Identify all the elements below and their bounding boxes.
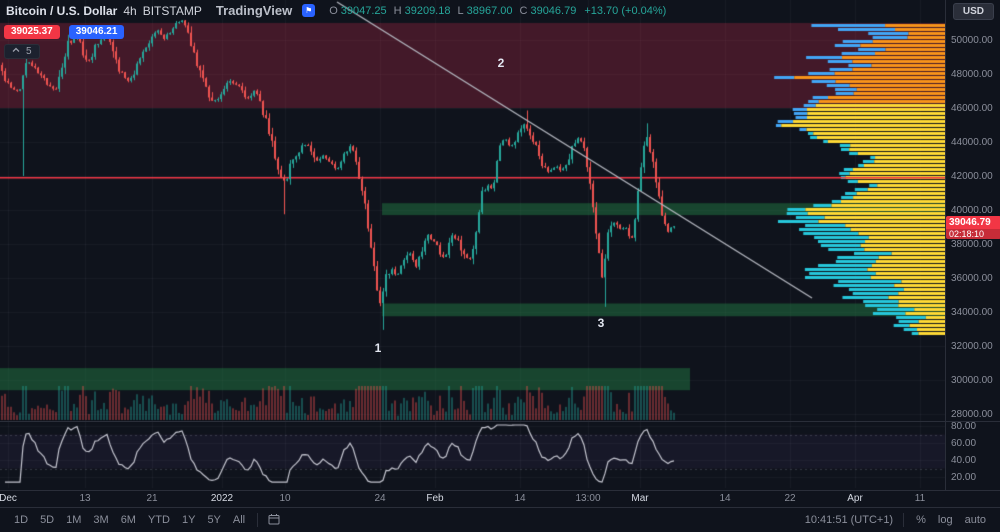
- time-axis-label-2022: 2022: [210, 493, 234, 504]
- symbol-name[interactable]: Bitcoin / U.S. Dollar: [6, 3, 118, 18]
- flag-icon[interactable]: ⚑: [302, 4, 316, 17]
- current-price-value: 39046.79: [949, 217, 991, 229]
- rsi-axis-label: 20.00: [951, 472, 977, 483]
- price-axis-label: 34000.00: [951, 307, 993, 318]
- legend-collapse-badge[interactable]: 5: [4, 44, 40, 59]
- current-price-tag: 39046.79 02:18:10: [946, 216, 1000, 240]
- price-axis-label: 40000.00: [951, 205, 993, 216]
- time-axis-label-10: 10: [279, 493, 291, 504]
- ohlc-field-label-C: C: [519, 4, 528, 17]
- time-axis-label-21: 21: [146, 493, 158, 504]
- range-button-5y[interactable]: 5Y: [201, 512, 226, 528]
- ohlc-field-label-O: O: [329, 4, 338, 17]
- bar-countdown: 02:18:10: [946, 229, 1000, 240]
- time-axis-label-13: 13: [79, 493, 91, 504]
- ohlc-field-value-O: 39047.25: [340, 4, 387, 17]
- chevron-up-icon: [12, 46, 20, 57]
- price-axis-label: 46000.00: [951, 103, 993, 114]
- wave-label-2[interactable]: 2: [497, 56, 505, 70]
- pane-separator[interactable]: [0, 421, 1000, 422]
- auto-scale-button[interactable]: auto: [959, 512, 992, 528]
- ohlc-change: +13.70 (+0.04%): [584, 4, 667, 17]
- range-button-all[interactable]: All: [227, 512, 251, 528]
- time-axis-label-13:00: 13:00: [575, 493, 601, 504]
- price-axis-label: 38000.00: [951, 239, 993, 250]
- tradingview-watermark: TradingView: [215, 3, 293, 18]
- time-axis-label-Apr: Apr: [847, 493, 863, 504]
- range-button-3m[interactable]: 3M: [87, 512, 114, 528]
- alert-price-badge-1[interactable]: 39025.37: [4, 25, 60, 39]
- price-axis-label: 32000.00: [951, 341, 993, 352]
- log-scale-button[interactable]: log: [932, 512, 959, 528]
- price-axis[interactable]: 39046.79 02:18:10 50000.00 48000.00 46000.…: [945, 0, 1000, 490]
- indicator-count: 5: [26, 46, 32, 57]
- time-axis-label-Dec: Dec: [0, 493, 17, 504]
- time-axis-label-22: 22: [784, 493, 796, 504]
- interval-label[interactable]: 4h: [123, 3, 137, 18]
- range-button-1y[interactable]: 1Y: [176, 512, 201, 528]
- time-axis-label-14: 14: [719, 493, 731, 504]
- legend-badges: 39025.37 39046.21: [4, 25, 125, 39]
- range-group: 1D 5D 1M 3M 6M YTD 1Y 5Y All: [8, 512, 251, 528]
- rsi-axis-label: 60.00: [951, 438, 977, 449]
- price-axis-label: 48000.00: [951, 69, 993, 80]
- price-axis-label: 36000.00: [951, 273, 993, 284]
- range-button-6m[interactable]: 6M: [115, 512, 142, 528]
- ohlc-field-label-L: L: [457, 4, 464, 17]
- time-axis-label-Mar: Mar: [631, 493, 649, 504]
- calendar-icon: [268, 513, 280, 528]
- time-axis[interactable]: Dec 13 21 2022 10 24 Feb 14 13:00 Mar 14 22 Apr 11: [0, 490, 1000, 507]
- alert-price-badge-2[interactable]: 39046.21: [68, 25, 125, 39]
- price-axis-label: 42000.00: [951, 171, 993, 182]
- price-axis-label: 50000.00: [951, 35, 993, 46]
- currency-button[interactable]: USD: [952, 3, 994, 20]
- range-button-ytd[interactable]: YTD: [142, 512, 176, 528]
- symbol-legend[interactable]: Bitcoin / U.S. Dollar 4h BITSTAMP Tradin…: [6, 3, 666, 18]
- ohlc-field-label-H: H: [393, 4, 402, 17]
- price-axis-label: 30000.00: [951, 375, 993, 386]
- ohlc-field-value-H: 39209.18: [404, 4, 451, 17]
- time-axis-label-14: 14: [514, 493, 526, 504]
- price-axis-label: 28000.00: [951, 409, 993, 420]
- clock-label[interactable]: 10:41:51 (UTC+1): [804, 514, 894, 526]
- chart-overlays: 2 1 3: [374, 56, 605, 355]
- scale-group: % log auto: [910, 512, 992, 528]
- go-to-date-button[interactable]: [264, 511, 284, 530]
- wave-label-1[interactable]: 1: [374, 341, 382, 355]
- range-button-5d[interactable]: 5D: [34, 512, 60, 528]
- range-button-1m[interactable]: 1M: [60, 512, 87, 528]
- price-chart-canvas[interactable]: [0, 0, 945, 490]
- ohlc-field-value-C: 39046.79: [530, 4, 577, 17]
- time-axis-label-11: 11: [914, 493, 926, 504]
- ohlc-field-value-L: 38967.00: [466, 4, 513, 17]
- time-axis-label-Feb: Feb: [426, 493, 444, 504]
- price-axis-label: 44000.00: [951, 137, 993, 148]
- exchange-label: BITSTAMP: [142, 3, 202, 18]
- ohlc-values: O 39047.25 H 39209.18 L 38967.00 C 39046.79 +13.…: [325, 5, 666, 17]
- bottom-toolbar: 1D 5D 1M 3M 6M YTD 1Y 5Y All 10:41:51 (UTC+1) % l…: [0, 507, 1000, 532]
- range-button-1d[interactable]: 1D: [8, 512, 34, 528]
- percent-scale-button[interactable]: %: [910, 512, 932, 528]
- rsi-axis-label: 40.00: [951, 455, 977, 466]
- toolbar-divider-2: [903, 513, 905, 527]
- toolbar-divider: [257, 513, 259, 527]
- rsi-axis-label: 80.00: [951, 421, 977, 432]
- wave-label-3[interactable]: 3: [597, 316, 605, 330]
- time-axis-label-24: 24: [374, 493, 386, 504]
